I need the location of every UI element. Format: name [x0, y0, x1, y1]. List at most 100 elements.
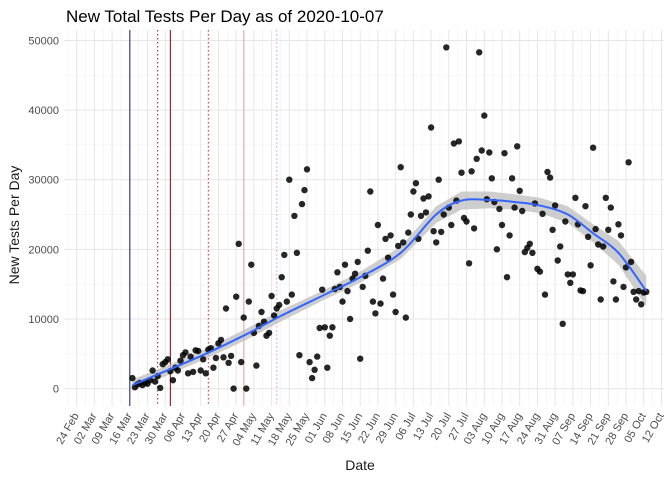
data-point: [514, 143, 521, 150]
y-tick-label: 40000: [28, 105, 59, 117]
data-point: [435, 176, 442, 183]
data-point: [324, 364, 331, 371]
data-point: [265, 329, 273, 337]
data-point: [564, 271, 571, 278]
data-point: [283, 298, 290, 305]
data-point: [217, 336, 225, 344]
chart-title: New Total Tests Per Day as of 2020-10-07: [66, 7, 384, 26]
data-point: [541, 291, 549, 298]
data-point: [195, 347, 202, 355]
data-point: [253, 362, 260, 369]
data-point: [357, 355, 364, 362]
data-point: [627, 258, 635, 266]
data-point: [240, 314, 247, 321]
data-point: [303, 166, 311, 173]
data-point: [503, 274, 511, 281]
data-point: [600, 243, 607, 250]
data-point: [473, 155, 480, 162]
data-point: [296, 352, 303, 359]
data-point: [410, 188, 417, 195]
data-point: [501, 150, 508, 157]
data-point: [298, 200, 306, 208]
data-point: [281, 251, 288, 259]
data-point: [177, 357, 184, 364]
data-point: [610, 278, 617, 285]
data-point: [506, 232, 513, 239]
data-point: [291, 212, 298, 220]
data-point: [397, 164, 404, 171]
data-point: [276, 301, 283, 309]
data-point: [478, 147, 485, 154]
data-point: [562, 218, 569, 225]
data-point: [612, 296, 620, 303]
data-point: [329, 324, 336, 331]
data-point: [481, 112, 488, 119]
data-point: [607, 204, 614, 211]
data-point: [617, 232, 625, 239]
data-point: [359, 283, 366, 291]
data-point: [638, 301, 645, 308]
data-point: [536, 268, 544, 275]
data-point: [387, 232, 394, 239]
data-point: [468, 168, 475, 175]
data-point: [595, 241, 602, 248]
data-point: [288, 291, 295, 298]
y-tick-label: 10000: [28, 314, 59, 326]
data-point: [427, 124, 435, 131]
data-point: [182, 349, 189, 356]
data-point: [630, 288, 637, 295]
data-point: [508, 175, 516, 182]
data-point: [470, 225, 478, 232]
data-point: [243, 385, 250, 392]
data-point: [334, 269, 341, 276]
data-point: [301, 186, 308, 194]
data-point: [169, 377, 177, 384]
data-point: [602, 194, 609, 201]
data-point: [455, 138, 463, 145]
data-point: [458, 169, 465, 176]
data-point: [488, 175, 495, 182]
data-point: [377, 300, 384, 307]
data-point: [496, 205, 503, 213]
data-point: [306, 358, 313, 366]
data-point: [187, 353, 194, 360]
data-point: [438, 228, 445, 236]
data-point: [364, 247, 371, 254]
data-point: [202, 370, 209, 377]
data-point: [230, 385, 237, 392]
data-point: [511, 204, 518, 211]
data-point: [344, 287, 351, 295]
data-point: [319, 286, 326, 293]
data-point: [227, 352, 235, 360]
data-point: [372, 310, 379, 317]
data-point: [367, 188, 374, 195]
data-point: [384, 254, 392, 261]
data-point: [222, 305, 230, 312]
data-point: [544, 168, 551, 176]
data-point: [486, 149, 493, 156]
data-point: [430, 228, 437, 235]
data-point: [382, 235, 389, 243]
smooth-trend-line: [132, 198, 648, 387]
data-point: [633, 296, 640, 303]
data-point: [233, 293, 240, 300]
data-point: [546, 174, 554, 181]
data-point: [174, 367, 182, 374]
data-point: [605, 226, 612, 233]
data-point: [519, 207, 526, 215]
data-point: [448, 221, 455, 229]
y-tick-label: 50000: [28, 35, 59, 47]
smooth-line-layer: [132, 198, 648, 387]
data-point: [278, 274, 285, 281]
data-point: [210, 364, 217, 371]
data-point: [569, 271, 577, 278]
data-point: [354, 258, 361, 266]
data-point: [149, 367, 156, 374]
data-point: [270, 312, 278, 319]
data-point: [405, 229, 412, 236]
data-point: [557, 243, 564, 250]
x-axis-title: Date: [345, 457, 375, 473]
data-point: [554, 257, 561, 264]
data-point: [321, 324, 328, 331]
data-point: [592, 225, 599, 233]
